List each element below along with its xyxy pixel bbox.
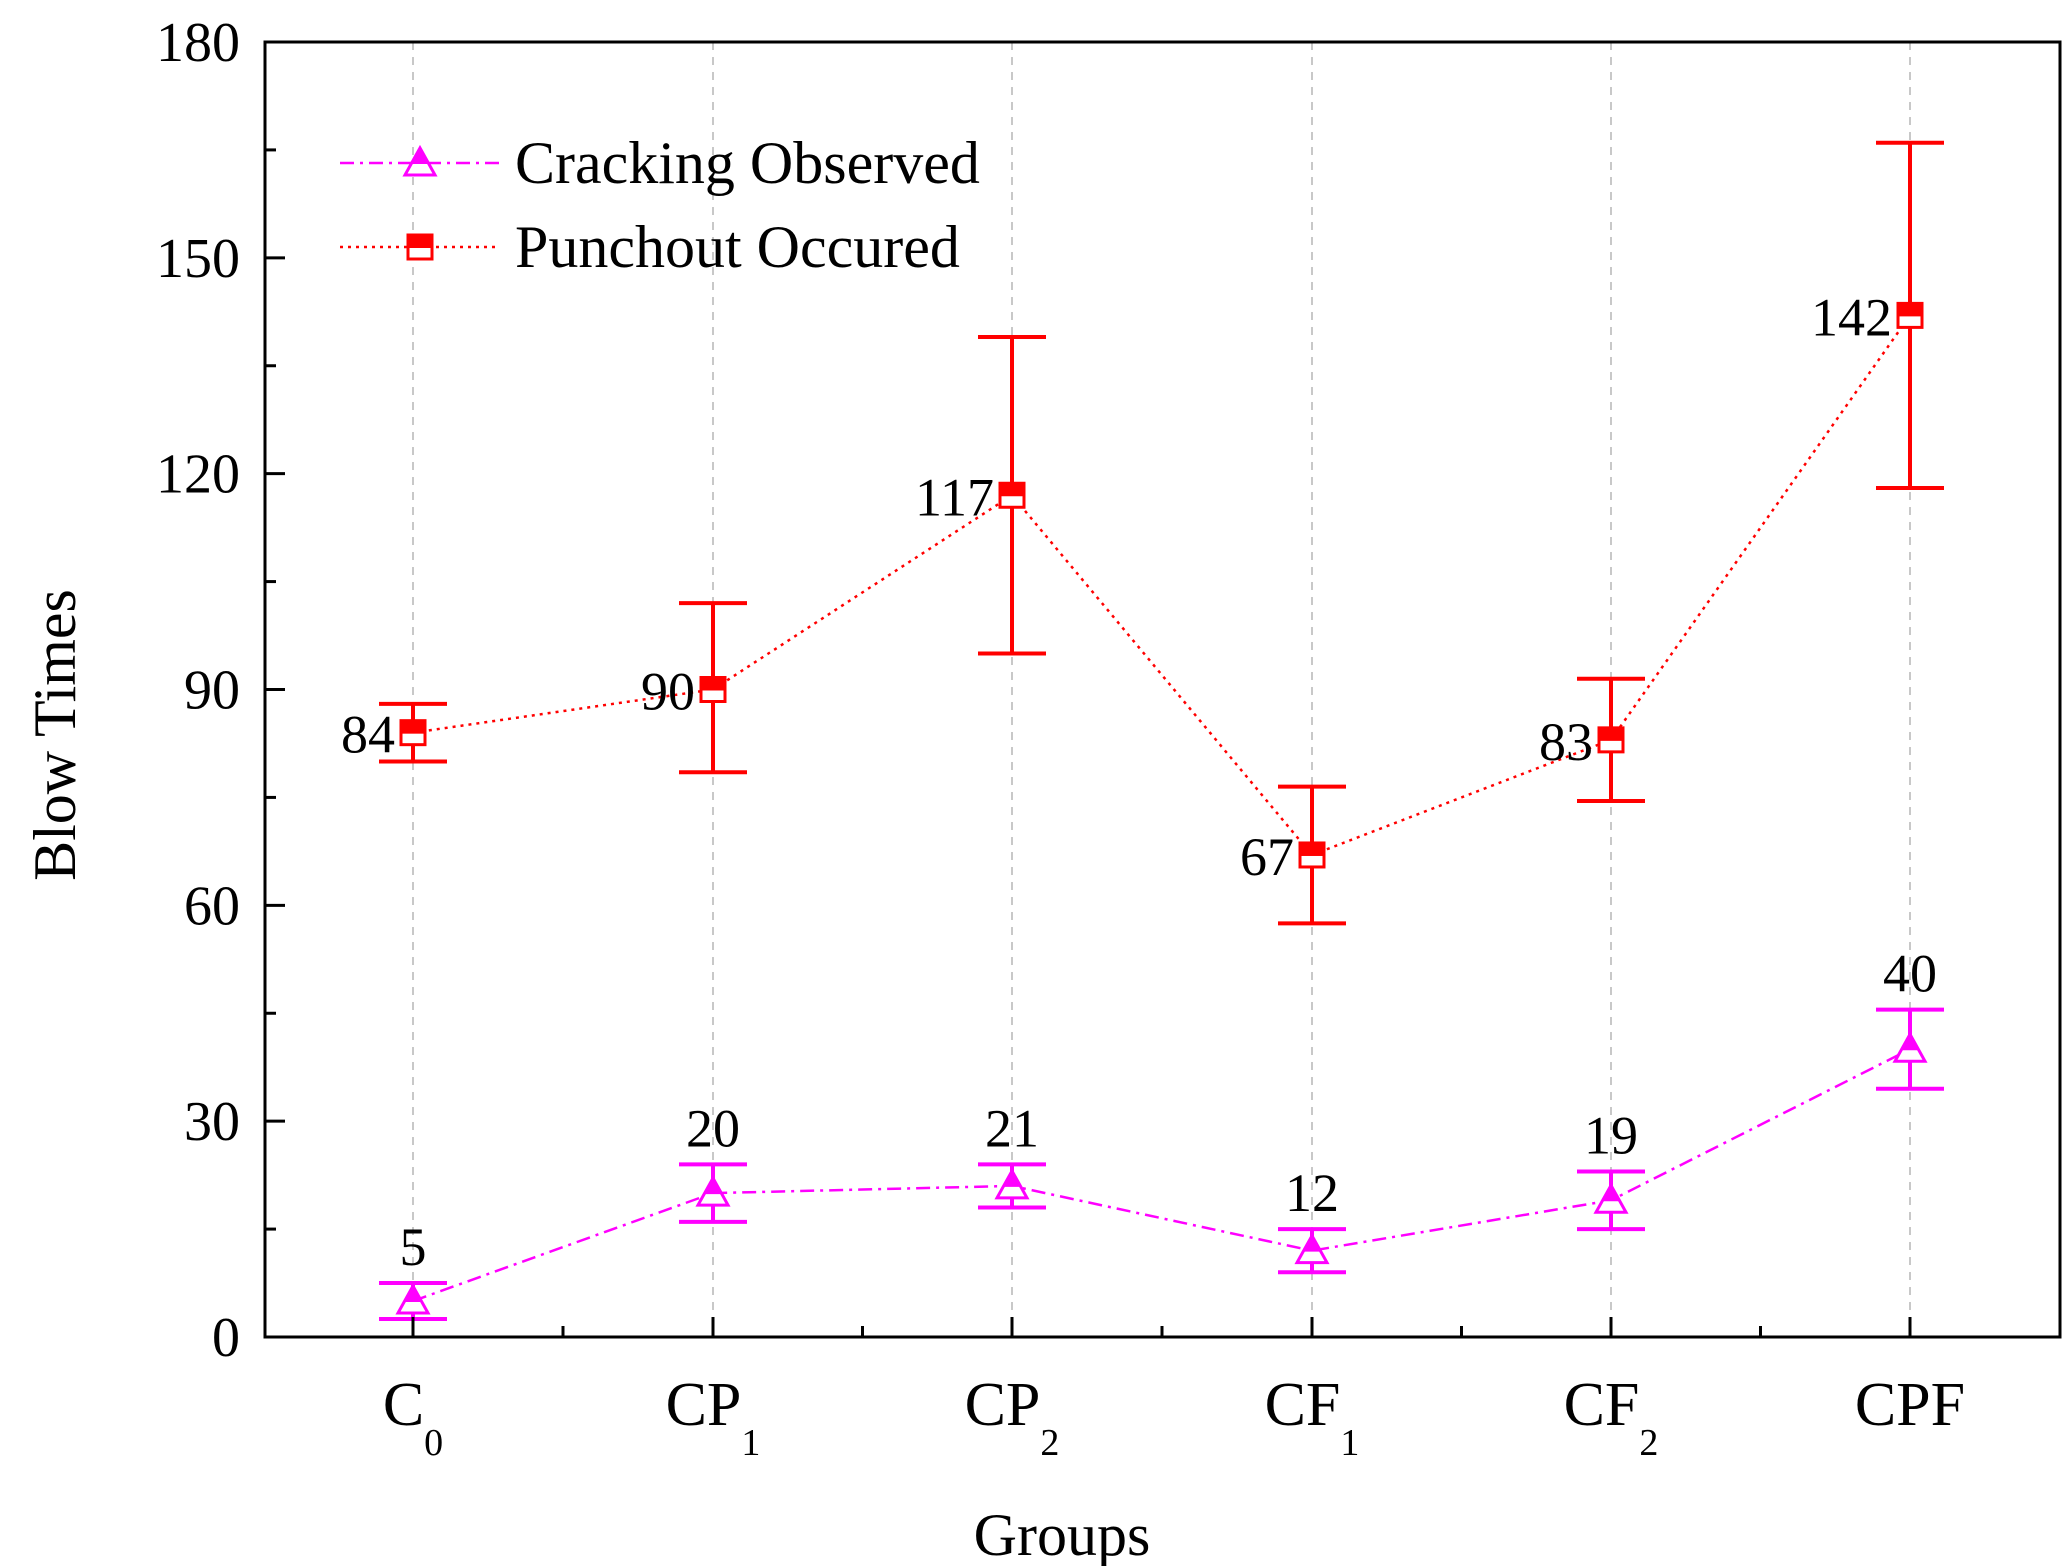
x-category-label-5: CPF xyxy=(1855,1371,1965,1439)
legend-item-cracking-label: Cracking Observed xyxy=(515,130,980,196)
series-punchout-point-1 xyxy=(699,676,727,703)
series-punchout xyxy=(379,140,1944,926)
legend-item-cracking-marker-fill xyxy=(411,148,429,164)
y-tick-label-60: 60 xyxy=(184,875,240,937)
series-punchout-data-label-1: 90 xyxy=(641,662,695,722)
series-punchout-data-label-5: 142 xyxy=(1811,287,1892,347)
series-cracking-point-3 xyxy=(1294,1232,1330,1265)
series-cracking-point-5-fill xyxy=(1901,1034,1919,1051)
series-cracking-data-label-4: 19 xyxy=(1584,1106,1638,1166)
series-punchout-point-1-fill xyxy=(701,677,725,691)
x-axis-title: Groups xyxy=(974,1502,1151,1566)
data-labels: 5 20 21 12 19 40 84 90 117 67 83 142 xyxy=(341,287,1937,1277)
x-category-label-1: CP1 xyxy=(666,1371,761,1464)
legend-item-cracking: Cracking Observed xyxy=(340,130,980,196)
series-punchout-point-0-fill xyxy=(401,720,425,734)
series-punchout-data-label-0: 84 xyxy=(341,705,395,765)
series-layer xyxy=(379,140,1944,1322)
legend: Cracking Observed Punchout Occured xyxy=(340,130,980,280)
y-tick-label-120: 120 xyxy=(156,444,240,506)
series-cracking-data-label-1: 20 xyxy=(686,1098,740,1158)
y-axis-title: Blow Times xyxy=(22,589,88,881)
series-punchout-point-2 xyxy=(998,481,1026,509)
legend-item-punchout-label: Punchout Occured xyxy=(515,214,960,280)
series-cracking-point-0-fill xyxy=(404,1286,422,1303)
legend-item-cracking-marker xyxy=(402,144,438,177)
series-punchout-point-5-fill xyxy=(1898,303,1922,317)
x-category-label-0: C0 xyxy=(383,1371,443,1464)
series-punchout-point-5 xyxy=(1896,301,1924,329)
y-tick-label-90: 90 xyxy=(184,660,240,722)
series-punchout-point-4 xyxy=(1597,726,1625,754)
series-punchout-point-2-fill xyxy=(1000,483,1024,497)
series-punchout-data-label-3: 67 xyxy=(1240,827,1294,887)
series-cracking-point-2-fill xyxy=(1003,1170,1021,1187)
x-category-label-4: CF2 xyxy=(1564,1371,1659,1464)
series-punchout-point-3-fill xyxy=(1300,842,1324,856)
series-cracking-point-2 xyxy=(994,1167,1030,1200)
series-cracking-point-5 xyxy=(1892,1031,1928,1063)
y-tick-label-180: 180 xyxy=(156,12,240,74)
legend-item-punchout-marker xyxy=(406,233,434,261)
series-cracking-data-label-0: 5 xyxy=(400,1217,427,1277)
series-cracking-point-1-fill xyxy=(704,1178,722,1195)
x-category-label-3: CF1 xyxy=(1265,1371,1360,1464)
axes: 0 30 60 90 120 150 180 C0 CP1 CP2 CF1 CF2 CPF xyxy=(156,12,1965,1464)
series-cracking-point-4 xyxy=(1593,1182,1629,1214)
series-cracking-point-1 xyxy=(695,1175,731,1207)
series-punchout-point-4-fill xyxy=(1599,727,1623,741)
series-punchout-point-3 xyxy=(1298,841,1326,869)
series-cracking-line xyxy=(412,1048,1911,1303)
series-cracking-data-label-3: 12 xyxy=(1285,1163,1339,1223)
series-cracking-point-0 xyxy=(395,1282,431,1315)
legend-item-punchout: Punchout Occured xyxy=(340,214,960,280)
series-cracking xyxy=(379,1007,1944,1322)
series-punchout-data-label-2: 117 xyxy=(915,467,994,527)
x-category-label-2: CP2 xyxy=(965,1371,1060,1464)
series-cracking-data-label-5: 40 xyxy=(1883,944,1937,1004)
y-tick-label-0: 0 xyxy=(212,1307,240,1369)
y-tick-label-30: 30 xyxy=(184,1091,240,1153)
series-punchout-point-0 xyxy=(399,719,427,747)
series-cracking-point-4-fill xyxy=(1602,1185,1620,1202)
series-cracking-point-3-fill xyxy=(1303,1235,1321,1252)
series-punchout-data-label-4: 83 xyxy=(1539,712,1593,772)
y-tick-label-150: 150 xyxy=(156,228,240,290)
legend-item-punchout-marker-fill xyxy=(408,235,432,248)
series-cracking-data-label-2: 21 xyxy=(985,1098,1039,1158)
